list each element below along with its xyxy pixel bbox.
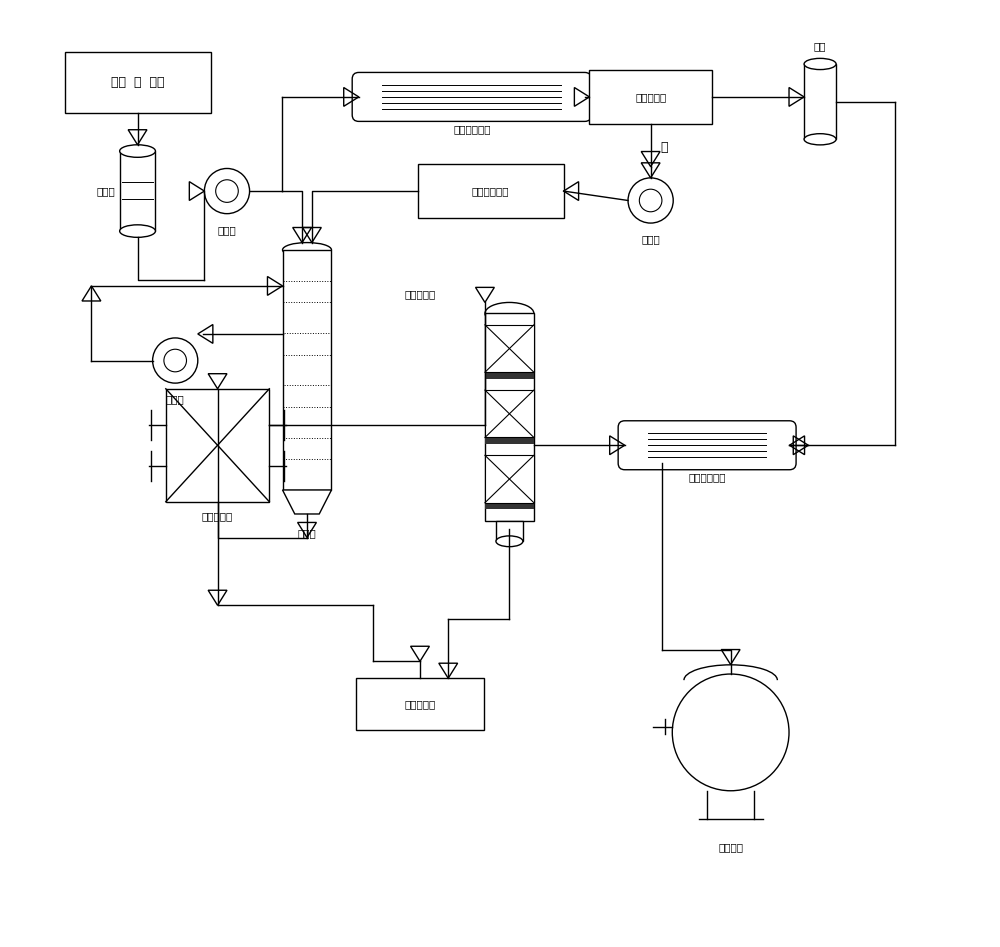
Bar [283,250,331,490]
Bar [485,390,534,438]
Ellipse shape [120,224,155,238]
Text: 计量泵: 计量泵 [218,225,236,235]
Polygon shape [283,490,331,514]
Ellipse shape [496,536,523,546]
Text: 油水分离器: 油水分离器 [635,92,666,102]
Bar [485,313,534,521]
Text: 水: 水 [660,141,668,154]
Bar [589,70,712,124]
Bar [283,438,331,459]
Bar [283,280,331,302]
Bar [804,64,836,139]
Circle shape [672,674,789,791]
Bar [283,385,331,407]
Bar [496,521,523,542]
Bar [356,678,484,730]
Text: 板式蒸发器: 板式蒸发器 [202,511,233,521]
Bar [485,503,534,509]
Text: 列管式冷凝器: 列管式冷凝器 [688,473,726,483]
Text: 贮罐: 贮罐 [814,41,826,51]
Ellipse shape [485,302,534,325]
Text: 反应塔: 反应塔 [298,528,316,538]
Text: 乳酸  水  甲苯: 乳酸 水 甲苯 [111,77,164,89]
Text: 减压蒸馏塔: 减压蒸馏塔 [405,290,436,299]
Text: 油水分离机: 油水分离机 [404,699,436,709]
FancyBboxPatch shape [618,420,796,470]
Text: 丙交酯罐: 丙交酯罐 [718,843,743,852]
Bar [283,333,331,354]
Bar [485,372,534,379]
Bar [485,325,534,372]
Text: 分子筛固定床: 分子筛固定床 [472,186,509,196]
Ellipse shape [120,145,155,157]
Bar [485,456,534,503]
Bar [418,164,564,219]
Bar [485,438,534,444]
Text: 离心泵: 离心泵 [166,394,185,404]
Text: 计量罐: 计量罐 [96,186,115,196]
Ellipse shape [804,59,836,69]
Text: 计量泵: 计量泵 [641,234,660,244]
Bar [65,52,211,114]
Ellipse shape [283,242,331,258]
FancyBboxPatch shape [352,72,591,121]
Bar [166,389,269,502]
Ellipse shape [804,134,836,145]
Bar [120,152,155,231]
Text: 列管式冷凝器: 列管式冷凝器 [453,124,491,134]
